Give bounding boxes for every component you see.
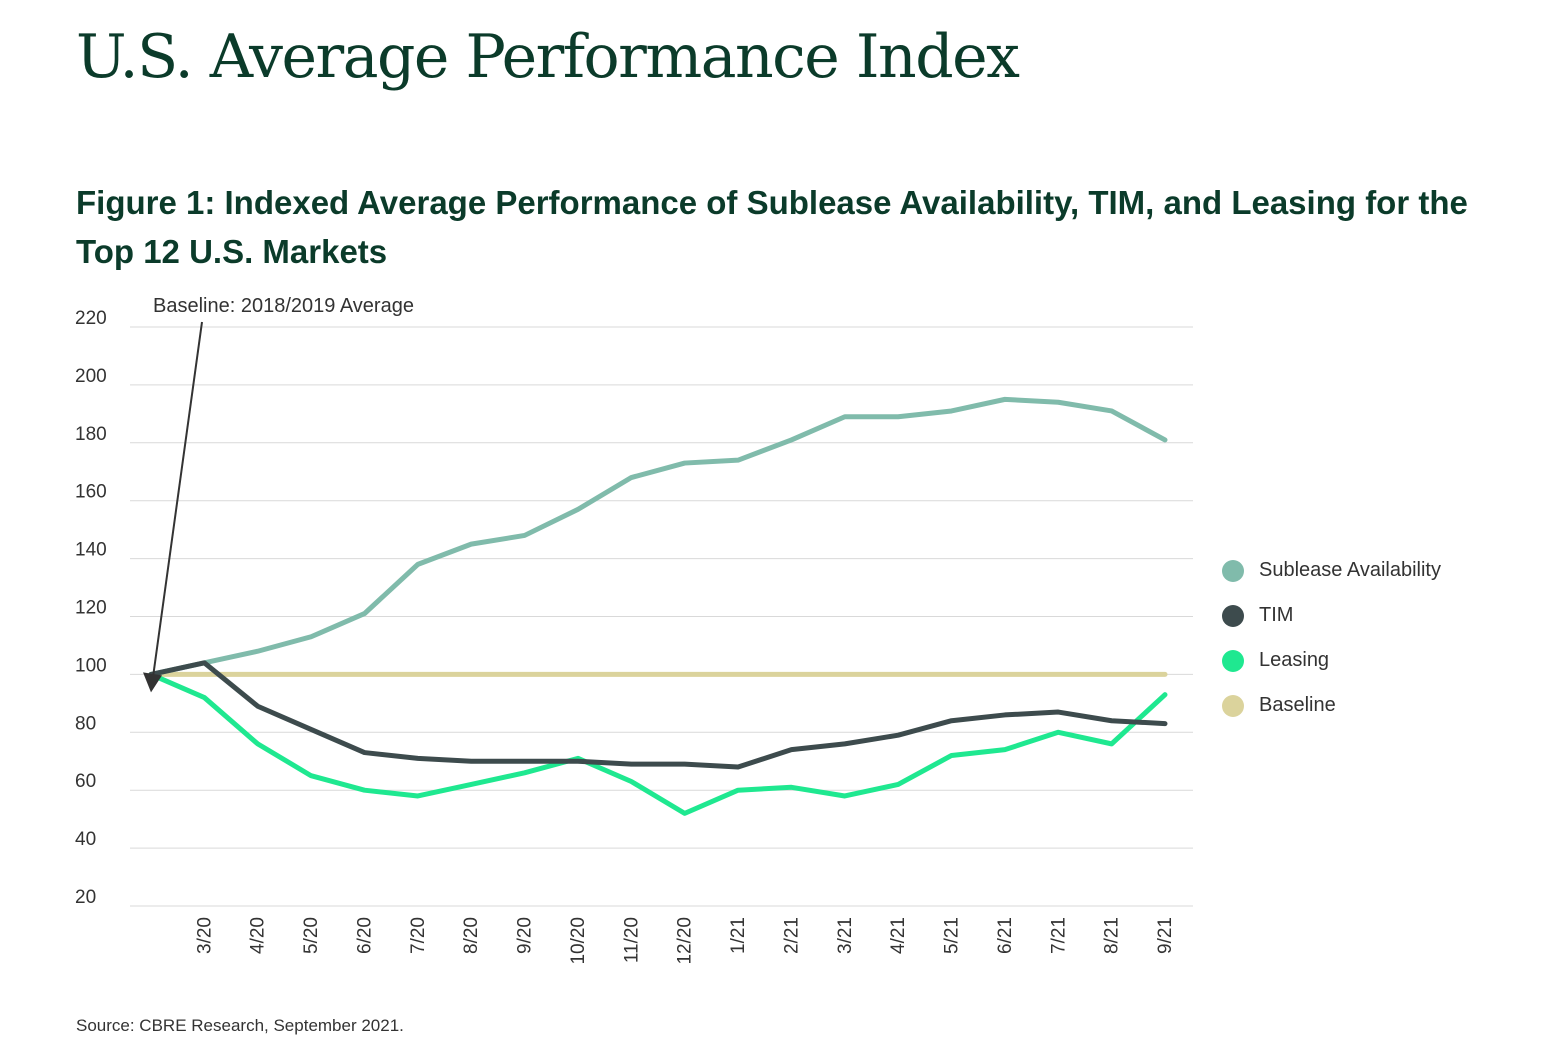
x-tick-label: 7/21: [1048, 917, 1069, 954]
x-tick-label: 4/21: [888, 917, 909, 954]
x-tick-label: 9/20: [515, 917, 536, 954]
page-title: U.S. Average Performance Index: [76, 22, 1020, 92]
legend-item: Leasing: [1222, 638, 1441, 683]
x-tick-label: 6/21: [995, 917, 1016, 954]
legend-label: TIM: [1259, 604, 1294, 626]
x-tick-label: 11/20: [621, 917, 642, 963]
annotation-arrowhead: [143, 672, 162, 693]
x-tick-label: 8/21: [1102, 917, 1123, 954]
chart-legend: Sublease Availability TIM Leasing Baseline: [1222, 548, 1441, 728]
legend-item: Baseline: [1222, 683, 1441, 728]
x-tick-label: 5/21: [942, 917, 963, 954]
series-line-sublease-availability: [148, 396, 1168, 677]
annotation-arrow-line: [151, 321, 203, 685]
y-tick-label: 40: [75, 829, 96, 850]
y-tick-label: 120: [75, 598, 107, 619]
y-tick-label: 220: [75, 308, 107, 329]
legend-label: Leasing: [1259, 649, 1330, 671]
legend-swatch: [1222, 604, 1244, 627]
x-tick-label: 5/20: [301, 917, 322, 954]
y-tick-label: 200: [75, 366, 107, 387]
x-tick-label: 8/20: [461, 917, 482, 954]
x-tick-label: 9/21: [1155, 917, 1176, 954]
x-tick-label: 3/20: [194, 917, 215, 954]
source-note: Source: CBRE Research, September 2021.: [76, 1016, 404, 1035]
legend-swatch: [1222, 649, 1244, 672]
y-tick-label: 180: [75, 424, 107, 445]
x-tick-label: 1/21: [728, 917, 749, 954]
legend-swatch: [1222, 694, 1244, 717]
legend-swatch: [1222, 559, 1244, 582]
figure-title: Figure 1: Indexed Average Performance of…: [76, 184, 1468, 270]
x-tick-label: 3/21: [835, 917, 856, 954]
y-tick-label: 160: [75, 482, 107, 503]
x-tick-label: 7/20: [408, 917, 429, 954]
y-tick-label: 20: [75, 887, 96, 908]
legend-label: Sublease Availability: [1259, 559, 1441, 581]
y-tick-label: 60: [75, 771, 96, 792]
y-tick-label: 80: [75, 713, 96, 734]
y-tick-label: 140: [75, 540, 107, 561]
x-tick-label: 4/20: [248, 917, 269, 954]
legend-item: Sublease Availability: [1222, 548, 1441, 593]
legend-item: TIM: [1222, 593, 1441, 638]
x-tick-label: 10/20: [568, 917, 589, 965]
y-tick-label: 100: [75, 655, 107, 676]
x-tick-label: 6/20: [354, 917, 375, 954]
legend-label: Baseline: [1259, 694, 1336, 716]
series-line-tim: [148, 660, 1168, 770]
x-tick-label: 12/20: [675, 917, 696, 965]
x-tick-label: 2/21: [781, 917, 802, 954]
annotation-text: Baseline: 2018/2019 Average: [153, 295, 414, 317]
series-line-leasing: [148, 671, 1168, 816]
